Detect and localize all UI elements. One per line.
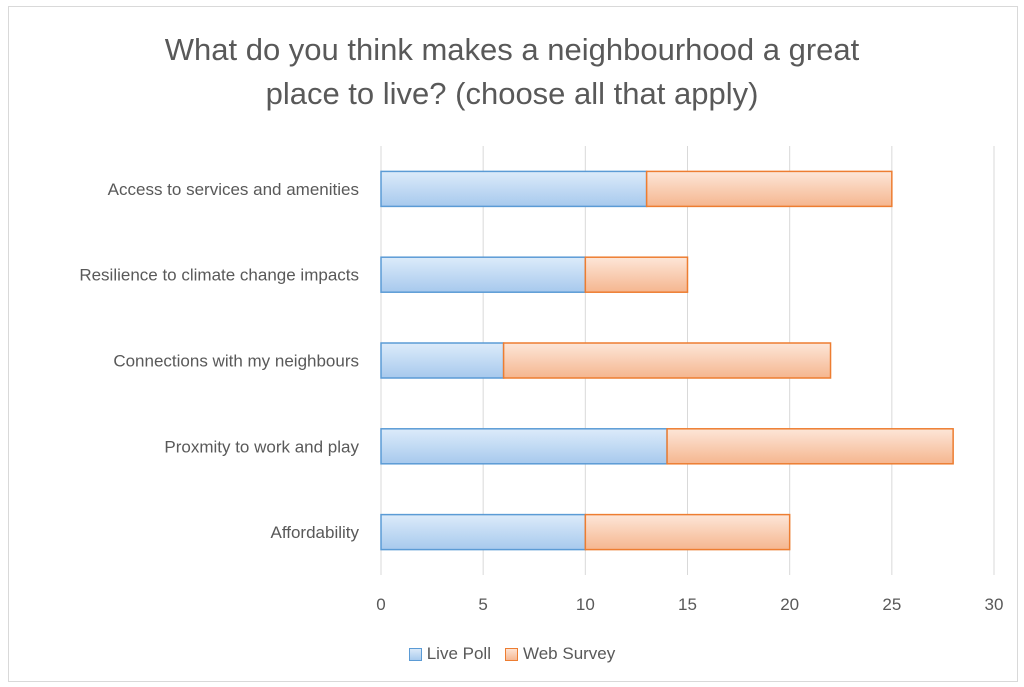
x-tick-label: 15 <box>678 595 697 614</box>
bar-web-survey <box>584 513 791 551</box>
bar-web-survey <box>645 170 893 208</box>
legend-item-web-survey: Web Survey <box>504 644 616 664</box>
x-tick-label: 10 <box>576 595 595 614</box>
bar-web-survey <box>666 428 954 465</box>
bar-live-poll <box>380 170 648 208</box>
x-tick-label: 30 <box>985 595 1004 614</box>
legend-swatch-live-poll <box>408 647 422 661</box>
chart-title: What do you think makes a neighbourhood … <box>164 32 860 111</box>
legend-item-live-poll: Live Poll <box>408 644 491 664</box>
category-label: Access to services and amenities <box>108 180 359 199</box>
chart-legend: Live Poll Web Survey <box>0 644 1024 664</box>
bar-live-poll <box>380 513 587 551</box>
bar-web-survey <box>502 342 832 379</box>
x-tick-label: 5 <box>478 595 487 614</box>
legend-label-live-poll: Live Poll <box>426 644 491 663</box>
category-label: Proxmity to work and play <box>164 437 359 456</box>
legend-label-web-survey: Web Survey <box>522 644 616 663</box>
bar-live-poll <box>380 256 587 293</box>
bar-web-survey <box>584 256 689 293</box>
bar-live-poll <box>380 428 668 465</box>
x-tick-label: 20 <box>780 595 799 614</box>
x-tick-label: 0 <box>376 595 385 614</box>
x-tick-label: 25 <box>882 595 901 614</box>
legend-swatch-web-survey <box>504 647 518 661</box>
bar-live-poll <box>380 342 505 379</box>
category-label: Connections with my neighbours <box>113 352 359 371</box>
category-label: Resilience to climate change impacts <box>79 266 359 285</box>
category-label: Affordability <box>270 523 359 542</box>
